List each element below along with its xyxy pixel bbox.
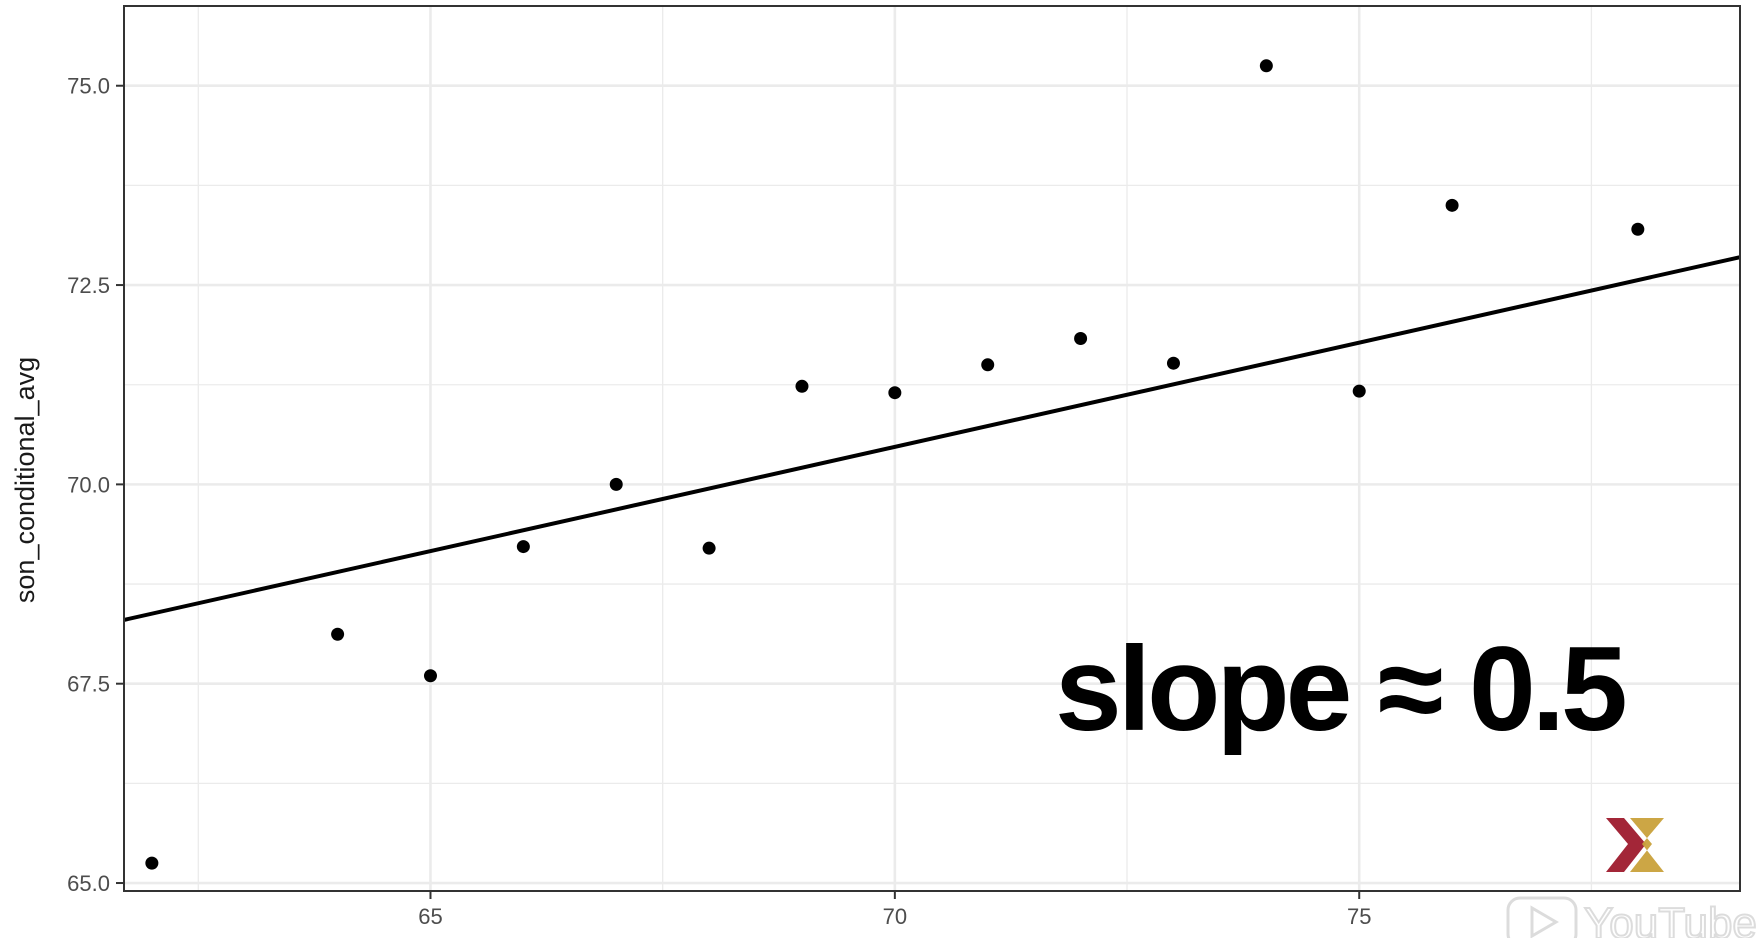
youtube-watermark-text: YouTube [1584, 899, 1757, 938]
grid-minor [124, 6, 1740, 891]
youtube-watermark-icon: YouTube [1506, 896, 1758, 938]
y-axis: 65.0 67.5 70.0 72.5 75.0 [67, 74, 124, 896]
fit-line-group [123, 255, 1741, 622]
data-point [1352, 384, 1366, 398]
slope-annotation: slope ≈ 0.5 [1055, 622, 1625, 756]
data-point [981, 358, 995, 372]
x-tick-label: 75 [1347, 904, 1371, 929]
data-point [331, 627, 345, 641]
data-point [609, 477, 623, 491]
data-point [702, 541, 716, 555]
fit-line [123, 255, 1741, 622]
y-axis-title: son_conditional_avg [10, 357, 40, 603]
data-point [1445, 198, 1459, 212]
data-point [1259, 59, 1273, 73]
points-group [145, 59, 1645, 870]
data-point [145, 856, 159, 870]
x-tick-label: 65 [418, 904, 442, 929]
y-tick-label: 72.5 [67, 273, 110, 298]
data-point [1631, 222, 1645, 236]
data-point [423, 669, 437, 683]
x-axis: 65 70 75 [418, 891, 1371, 929]
y-tick-label: 75.0 [67, 74, 110, 99]
y-tick-label: 70.0 [67, 472, 110, 497]
y-tick-label: 67.5 [67, 672, 110, 697]
data-point [516, 540, 530, 554]
data-point [795, 379, 809, 393]
data-point [888, 386, 902, 400]
data-point [1166, 356, 1180, 370]
logo-icon [1606, 818, 1664, 872]
grid-major [124, 6, 1740, 891]
data-point [1074, 331, 1088, 345]
y-tick-label: 65.0 [67, 871, 110, 896]
panel-border [123, 5, 1741, 892]
x-tick-label: 70 [883, 904, 907, 929]
